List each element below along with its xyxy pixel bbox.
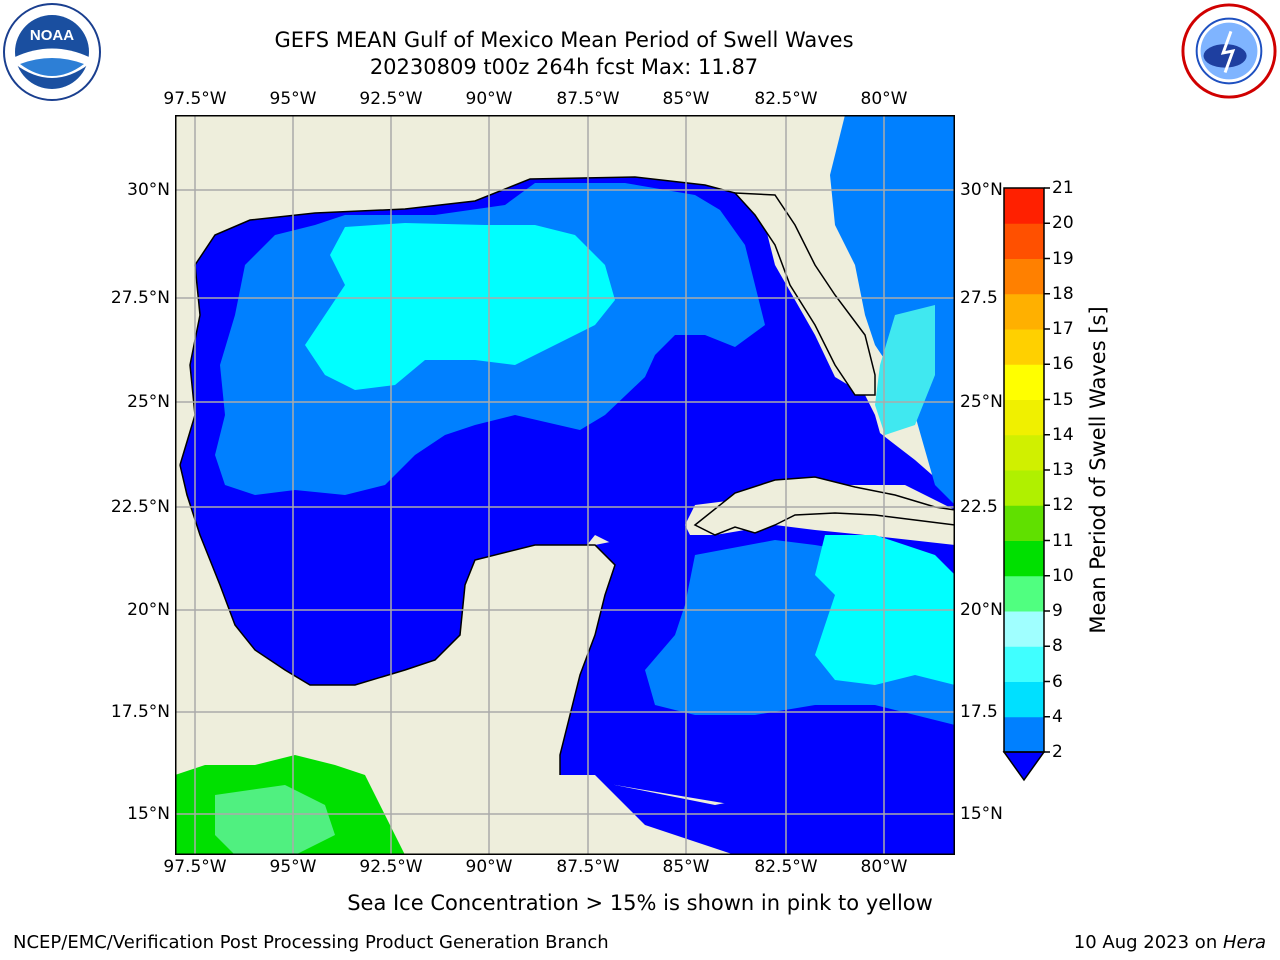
colorbar-segment bbox=[1004, 223, 1044, 259]
lon-label: 80°W bbox=[860, 857, 908, 877]
colorbar-segment bbox=[1004, 188, 1044, 224]
lat-label: 30°N bbox=[127, 180, 170, 200]
lon-label: 85°W bbox=[662, 89, 710, 109]
lat-label: 15°N bbox=[127, 804, 170, 824]
lat-label: 30°N bbox=[960, 180, 1003, 200]
colorbar-extend-triangle bbox=[1002, 751, 1046, 782]
cuba-land bbox=[693, 476, 955, 536]
map-grid bbox=[175, 115, 955, 855]
svg-text:NOAA: NOAA bbox=[30, 27, 74, 44]
lon-label: 87.5°W bbox=[556, 857, 620, 877]
lat-label: 17.5 bbox=[960, 702, 998, 722]
colorbar-segment bbox=[1004, 329, 1044, 365]
colorbar-tick-label: 8 bbox=[1052, 636, 1063, 657]
lat-label: 25°N bbox=[960, 392, 1003, 412]
chart-subtitle: 20230809 t00z 264h fcst Max: 11.87 bbox=[369, 55, 759, 79]
lon-label: 87.5°W bbox=[556, 89, 620, 109]
colorbar-tick-label: 16 bbox=[1052, 354, 1074, 375]
footer-organization: NCEP/EMC/Verification Post Processing Pr… bbox=[13, 932, 609, 953]
lat-label: 20°N bbox=[127, 600, 170, 620]
colorbar-segment bbox=[1004, 716, 1044, 753]
colorbar-tick-label: 4 bbox=[1052, 706, 1063, 727]
colorbar-segment bbox=[1004, 646, 1044, 682]
lon-label: 92.5°W bbox=[359, 89, 423, 109]
gulf-coastline bbox=[179, 176, 736, 466]
lat-label: 27.5 bbox=[960, 288, 998, 308]
lat-label: 17.5°N bbox=[110, 702, 170, 722]
colorbar-segment bbox=[1004, 505, 1044, 541]
lon-label: 82.5°W bbox=[754, 857, 818, 877]
colorbar-tick-label: 15 bbox=[1052, 389, 1074, 410]
lat-label: 22.5°N bbox=[110, 497, 170, 517]
nws-logo-icon bbox=[1181, 3, 1277, 99]
colorbar-tick-label: 9 bbox=[1052, 601, 1063, 621]
colorbar-tick-label: 21 bbox=[1052, 178, 1074, 198]
footer-date-text: 10 Aug 2023 on bbox=[1073, 932, 1223, 953]
lon-label: 95°W bbox=[269, 857, 317, 877]
colorbar bbox=[1002, 187, 1050, 782]
lat-label: 15°N bbox=[960, 804, 1003, 824]
lat-label: 22.5 bbox=[960, 497, 998, 517]
lon-label: 90°W bbox=[465, 857, 513, 877]
lon-label: 95°W bbox=[269, 89, 317, 109]
lon-label: 90°W bbox=[465, 89, 513, 109]
colorbar-tick-label: 11 bbox=[1052, 530, 1074, 551]
footer-host: Hera bbox=[1222, 932, 1266, 953]
colorbar-tick-label: 13 bbox=[1052, 460, 1074, 480]
lon-label: 80°W bbox=[860, 89, 908, 109]
atlantic-mid-region bbox=[830, 115, 955, 505]
chart-title: GEFS MEAN Gulf of Mexico Mean Period of … bbox=[274, 28, 854, 52]
florida-land bbox=[733, 192, 876, 396]
lon-label: 92.5°W bbox=[359, 857, 423, 877]
lon-label: 97.5°W bbox=[163, 89, 227, 109]
colorbar-segment bbox=[1004, 258, 1044, 295]
colorbar-segment bbox=[1004, 293, 1044, 330]
colorbar-segment bbox=[1004, 470, 1044, 506]
colorbar-tick-label: 18 bbox=[1052, 283, 1074, 304]
colorbar-segment bbox=[1004, 681, 1044, 718]
colorbar-segment bbox=[1004, 399, 1044, 436]
lon-label: 97.5°W bbox=[163, 857, 227, 877]
lon-label: 85°W bbox=[662, 857, 710, 877]
lat-label: 27.5°N bbox=[110, 288, 170, 308]
colorbar-tick-label: 14 bbox=[1052, 424, 1074, 445]
gulf-map bbox=[175, 115, 955, 855]
colorbar-segment bbox=[1004, 540, 1044, 577]
noaa-logo-icon: NOAA bbox=[3, 3, 101, 101]
colorbar-tick-label: 17 bbox=[1052, 319, 1074, 339]
colorbar-label: Mean Period of Swell Waves [s] bbox=[1086, 306, 1110, 634]
pacific-green-light-region bbox=[215, 785, 335, 855]
colorbar-tick-label: 19 bbox=[1052, 248, 1074, 269]
lat-label: 20°N bbox=[960, 600, 1003, 620]
colorbar-tick-label: 10 bbox=[1052, 565, 1074, 586]
colorbar-segment bbox=[1004, 611, 1044, 647]
sea-ice-caption: Sea Ice Concentration > 15% is shown in … bbox=[347, 891, 933, 915]
gulf-light-region bbox=[305, 223, 615, 390]
colorbar-segment bbox=[1004, 434, 1044, 471]
lat-label: 25°N bbox=[127, 392, 170, 412]
colorbar-tick-label: 20 bbox=[1052, 213, 1074, 234]
colorbar-segment bbox=[1004, 575, 1044, 612]
colorbar-tick-label: 12 bbox=[1052, 495, 1074, 516]
colorbar-tick-label: 2 bbox=[1052, 742, 1063, 762]
lon-label: 82.5°W bbox=[754, 89, 818, 109]
map-frame bbox=[175, 115, 955, 855]
colorbar-segment bbox=[1004, 364, 1044, 400]
footer-date: 10 Aug 2023 on Hera bbox=[1074, 932, 1266, 953]
colorbar-tick-label: 6 bbox=[1052, 671, 1063, 692]
mexico-coastline bbox=[179, 464, 616, 775]
